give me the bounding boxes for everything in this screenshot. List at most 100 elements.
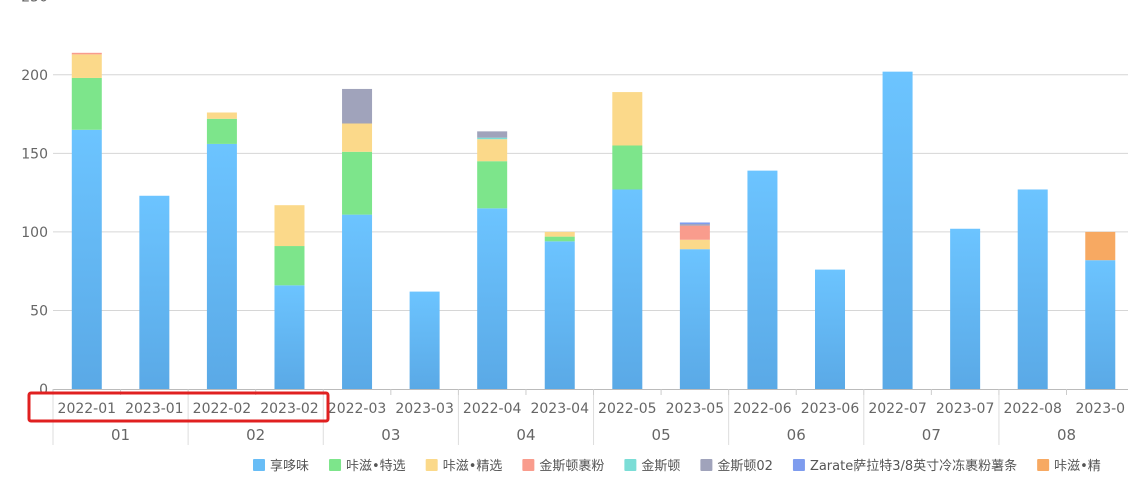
x-tick-label: 2023-07 — [936, 401, 995, 417]
bar-segment — [679, 225, 710, 240]
legend-item: 金斯顿02 — [700, 458, 773, 474]
highlight-box — [27, 391, 330, 423]
bar-segment — [612, 145, 643, 190]
legend-swatch — [425, 459, 438, 471]
bar-segment — [477, 137, 508, 140]
bar-segment — [274, 205, 305, 247]
bar-segment — [1017, 189, 1048, 389]
x-tick-label: 2022-02 — [193, 401, 252, 417]
bar-segment — [544, 231, 575, 237]
x-tick-label: 2022-04 — [463, 401, 522, 417]
x-group-label: 06 — [787, 426, 806, 444]
bar-segment — [342, 214, 373, 389]
x-tick-label: 2023-03 — [395, 401, 454, 417]
legend-swatch — [624, 459, 637, 471]
bar-segment — [477, 131, 508, 138]
x-axis — [52, 389, 1128, 445]
bars — [71, 52, 1116, 390]
legend-label: Zarate萨拉特3/8英寸冷冻裹粉薯条 — [810, 458, 1017, 474]
x-group-label: 03 — [381, 426, 400, 444]
bar-segment — [477, 139, 508, 162]
bar-segment — [71, 52, 102, 55]
x-group-label: 07 — [922, 426, 941, 444]
bar-segment — [206, 112, 237, 119]
legend-item: 金斯顿 — [624, 458, 680, 474]
legend-swatch — [700, 459, 713, 471]
legend-item: 享哆味 — [253, 458, 309, 474]
bar-segment — [1085, 260, 1116, 389]
bar-segment — [71, 77, 102, 130]
x-tick-label: 2023-04 — [530, 401, 589, 417]
bar-segment — [342, 123, 373, 152]
legend: 享哆味 咔滋•特选 咔滋•精选 金斯顿裹粉 金斯顿 金斯顿02 Zarate萨拉特3/8英寸… — [253, 458, 1101, 474]
bar-segment — [679, 224, 710, 226]
legend-swatch — [792, 459, 805, 471]
x-tick-label: 2023-06 — [801, 401, 860, 417]
x-tick-label: 2022-08 — [1003, 401, 1062, 417]
legend-item: 咔滋•精 — [1037, 459, 1101, 474]
bar-segment — [409, 291, 440, 389]
legend-label: 金斯顿 — [641, 458, 680, 474]
legend-item: 咔滋•精选 — [425, 459, 503, 474]
bar-segment — [679, 249, 710, 389]
x-tick-label: 2023-02 — [260, 401, 319, 417]
bar-segment — [544, 236, 575, 242]
bar-segment — [612, 189, 643, 389]
bar-segment — [274, 246, 305, 286]
legend-item: Zarate萨拉特3/8英寸冷冻裹粉薯条 — [792, 458, 1017, 474]
x-axis-tick-labels: 2022-01 2023-01 2022-02 2023-02 2022-03 2023-… — [58, 401, 1126, 417]
y-axis-ticks: 0 50 100 150 200 250 — [21, 0, 48, 398]
legend-swatch — [1037, 459, 1050, 471]
bar-segment — [477, 161, 508, 209]
x-tick-label: 2022-05 — [598, 401, 657, 417]
x-group-label: 02 — [246, 426, 265, 444]
legend-swatch — [253, 459, 265, 471]
legend-item: 金斯顿裹粉 — [522, 458, 604, 474]
y-tick-label: 50 — [30, 303, 48, 319]
bar-segment — [747, 170, 778, 389]
x-tick-label: 2022-01 — [58, 401, 117, 417]
x-group-label: 04 — [516, 426, 535, 444]
x-tick-label: 2023-01 — [125, 401, 184, 417]
bar-segment — [342, 88, 373, 124]
y-tick-label: 150 — [21, 146, 48, 162]
bar-segment — [71, 54, 102, 78]
legend-item: 咔滋•特选 — [329, 459, 406, 474]
bar-segment — [679, 222, 710, 225]
y-tick-label: 250 — [21, 0, 48, 5]
bar-segment — [1085, 231, 1116, 261]
bar-segment — [206, 143, 237, 389]
x-axis-group-labels: 01 02 03 04 05 06 07 08 — [111, 426, 1076, 444]
legend-label: 咔滋•精 — [1054, 459, 1101, 474]
bar-segment — [544, 241, 575, 389]
x-group-label: 08 — [1057, 426, 1076, 444]
legend-label: 咔滋•精选 — [443, 459, 503, 474]
legend-label: 金斯顿裹粉 — [539, 458, 604, 474]
legend-label: 金斯顿02 — [717, 458, 773, 474]
x-group-label: 05 — [652, 426, 671, 444]
bar-segment — [882, 71, 913, 390]
x-tick-label: 2022-03 — [328, 401, 387, 417]
legend-label: 享哆味 — [270, 458, 309, 474]
y-tick-label: 200 — [21, 68, 48, 84]
x-tick-label: 2022-07 — [868, 401, 927, 417]
bar-segment — [274, 285, 305, 389]
legend-label: 咔滋•特选 — [346, 459, 406, 474]
legend-swatch — [522, 459, 535, 471]
bar-segment — [477, 208, 508, 389]
bar-segment — [950, 228, 981, 389]
x-group-label: 01 — [111, 426, 130, 444]
y-tick-label: 100 — [21, 225, 48, 241]
x-tick-label: 2022-06 — [733, 401, 792, 417]
x-tick-label: 2023-05 — [666, 401, 725, 417]
y-tick-label: 0 — [39, 382, 48, 398]
bar-segment — [612, 92, 643, 146]
legend-swatch — [329, 459, 342, 471]
x-tick-label: 2023-0 — [1075, 401, 1125, 417]
bar-segment — [679, 239, 710, 250]
bar-segment — [206, 118, 237, 144]
bar-segment — [71, 129, 102, 389]
bar-segment — [342, 151, 373, 215]
